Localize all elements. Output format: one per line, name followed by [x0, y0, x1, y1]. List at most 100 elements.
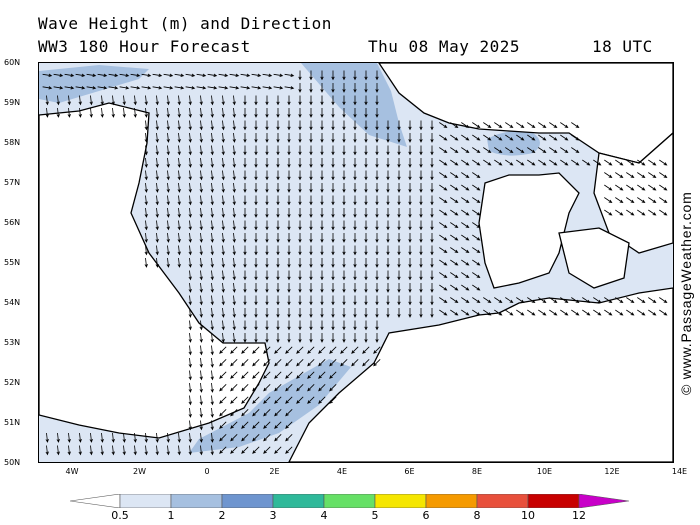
wave-arrow [331, 208, 335, 218]
wave-arrow [265, 320, 269, 331]
wave-arrow [221, 120, 225, 131]
wave-arrow [386, 295, 390, 306]
wave-arrow [494, 122, 503, 129]
wave-arrow [243, 195, 247, 206]
wave-region-north [301, 63, 407, 147]
wave-arrow [298, 170, 302, 181]
wave-arrow [254, 208, 258, 218]
wave-arrow [166, 432, 170, 443]
wave-arrow [375, 333, 379, 343]
wave-arrow [472, 247, 481, 254]
wave-arrow [309, 170, 313, 181]
wave-arrow [111, 95, 115, 106]
credit-text: © www.PassageWeather.com [678, 191, 694, 395]
wave-arrow [155, 107, 159, 118]
wave-arrow [263, 421, 271, 429]
wave-arrow [637, 172, 646, 179]
forecast-time: 18 UTC [592, 37, 653, 56]
wave-arrow [86, 86, 97, 90]
legend-swatch [425, 494, 478, 508]
wave-arrow [188, 207, 192, 218]
wave-arrow [353, 83, 357, 93]
wave-arrow [397, 258, 401, 268]
legend-label: 4 [320, 509, 328, 522]
lat-label: 50N [4, 458, 21, 467]
wave-arrow [296, 346, 304, 354]
wave-arrow [375, 208, 379, 218]
wave-arrow [320, 295, 324, 306]
wave-arrow [298, 120, 302, 131]
wave-arrow [274, 446, 282, 454]
wave-arrow [254, 158, 258, 168]
wave-arrow [89, 107, 93, 118]
wave-arrow [166, 232, 170, 243]
wave-arrow [331, 295, 335, 306]
wave-arrow [353, 320, 357, 331]
wave-arrow [516, 159, 525, 166]
wave-arrow [188, 370, 192, 381]
wave-arrow [210, 320, 214, 331]
wave-arrow [439, 272, 448, 279]
wave-arrow [263, 384, 271, 392]
wave-arrow [199, 345, 203, 356]
wave-arrow [273, 86, 284, 90]
wave-arrow [430, 158, 434, 168]
wave-arrow [309, 233, 313, 243]
wave-arrow [298, 320, 302, 331]
wave-arrow [166, 257, 170, 268]
wave-arrow [430, 283, 434, 293]
wave-arrow [144, 232, 148, 243]
wave-arrow [472, 222, 481, 229]
lon-label: 8E [471, 467, 483, 476]
wave-arrow [439, 134, 448, 141]
wave-arrow [298, 245, 302, 256]
wave-arrow [331, 108, 335, 118]
wave-arrow [430, 195, 434, 206]
wave-arrow [397, 233, 401, 243]
wave-arrow [307, 384, 315, 392]
wave-arrow [309, 320, 313, 331]
wave-arrow [309, 183, 313, 193]
wave-arrow [408, 258, 412, 268]
wave-arrow [329, 346, 337, 354]
wave-arrow [450, 209, 459, 216]
wave-arrow [298, 220, 302, 231]
wave-arrow [254, 308, 258, 318]
wave-arrow [207, 73, 218, 77]
wave-arrow [450, 272, 459, 279]
wave-arrow [560, 297, 569, 304]
wave-arrow [342, 70, 346, 81]
wave-arrow [472, 209, 481, 216]
wave-arrow [265, 145, 269, 156]
wave-arrow [230, 421, 238, 429]
lon-label: 10E [536, 467, 553, 476]
wave-arrow [221, 170, 225, 181]
wave-arrow [262, 86, 273, 90]
wave-arrow [232, 145, 236, 156]
wave-arrow [560, 134, 569, 141]
wave-arrow [219, 346, 227, 354]
wave-arrow [309, 295, 313, 306]
wave-map[interactable] [38, 62, 674, 463]
wave-arrow [287, 283, 291, 293]
wave-arrow [177, 107, 181, 118]
wave-arrow [439, 297, 448, 304]
wave-arrow [461, 209, 470, 216]
wave-arrow [516, 297, 525, 304]
wave-arrow [419, 295, 423, 306]
wave-arrow [331, 70, 335, 81]
wave-arrow [408, 295, 412, 306]
wave-arrow [273, 73, 284, 77]
wave-arrow [276, 120, 280, 131]
wave-arrow [375, 245, 379, 256]
wave-arrow [265, 195, 269, 206]
wave-arrow [221, 270, 225, 281]
wave-arrow [450, 222, 459, 229]
wave-arrow [230, 446, 238, 454]
wave-arrow [318, 359, 326, 367]
wave-arrow [144, 107, 148, 118]
wave-arrow [298, 195, 302, 206]
wave-arrow [166, 145, 170, 156]
wave-arrow [461, 234, 470, 241]
wave-arrow [309, 108, 313, 118]
